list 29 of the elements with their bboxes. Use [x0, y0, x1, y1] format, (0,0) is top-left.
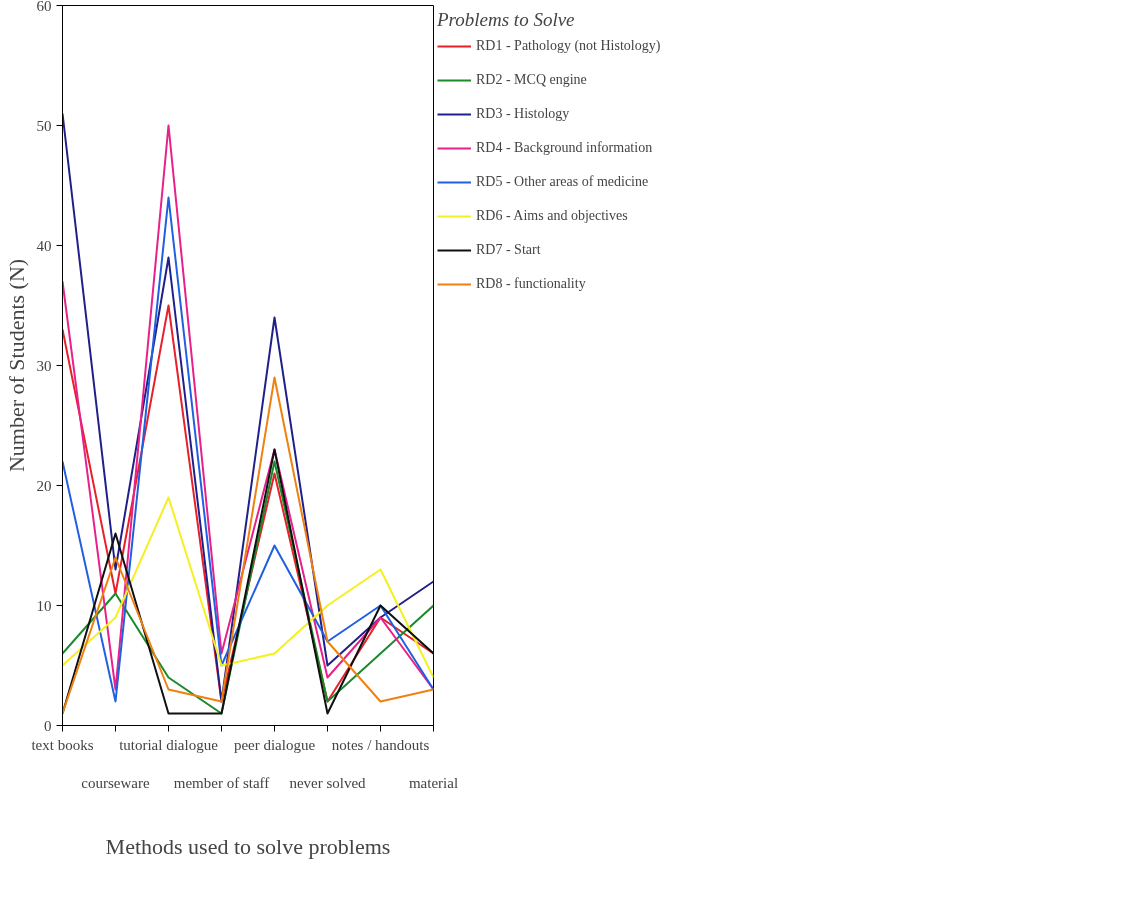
legend-label: RD7 - Start	[476, 242, 541, 258]
y-tick-label: 60	[36, 0, 52, 14]
y-tick-label: 40	[36, 237, 52, 254]
y-tick-label: 0	[44, 717, 52, 734]
y-axis-title: Number of Students (N)	[3, 258, 29, 473]
legend-label: RD2 - MCQ engine	[476, 72, 587, 88]
x-tick-label: text books	[31, 736, 94, 753]
legend-label: RD4 - Background information	[476, 140, 653, 156]
y-tick-label: 20	[36, 477, 52, 494]
x-tick-label: tutorial dialogue	[119, 736, 219, 753]
y-tick-label: 10	[36, 597, 52, 614]
line-series	[62, 376, 434, 715]
x-tick-label: peer dialogue	[233, 736, 316, 753]
y-tick-label: 50	[36, 117, 52, 134]
line-series	[62, 496, 434, 679]
x-tick-label: member of staff	[173, 774, 270, 791]
legend-label: RD1 - Pathology (not Histology)	[476, 38, 661, 54]
line-series	[62, 304, 434, 703]
legend-label: RD5 - Other areas of medicine	[476, 174, 649, 190]
legend-label: RD8 - functionality	[476, 276, 586, 292]
y-tick-label: 30	[36, 357, 52, 374]
x-tick-label: courseware	[81, 774, 150, 791]
x-tick-label: material	[408, 774, 459, 791]
x-tick-label: never solved	[289, 774, 367, 791]
legend-label: RD3 - Histology	[476, 106, 570, 122]
x-tick-label: notes / handouts	[331, 736, 430, 753]
legend-title: Problems to Solve	[437, 9, 576, 31]
legend-label: RD6 - Aims and objectives	[476, 208, 628, 224]
x-axis-title: Methods used to solve problems	[105, 833, 391, 859]
